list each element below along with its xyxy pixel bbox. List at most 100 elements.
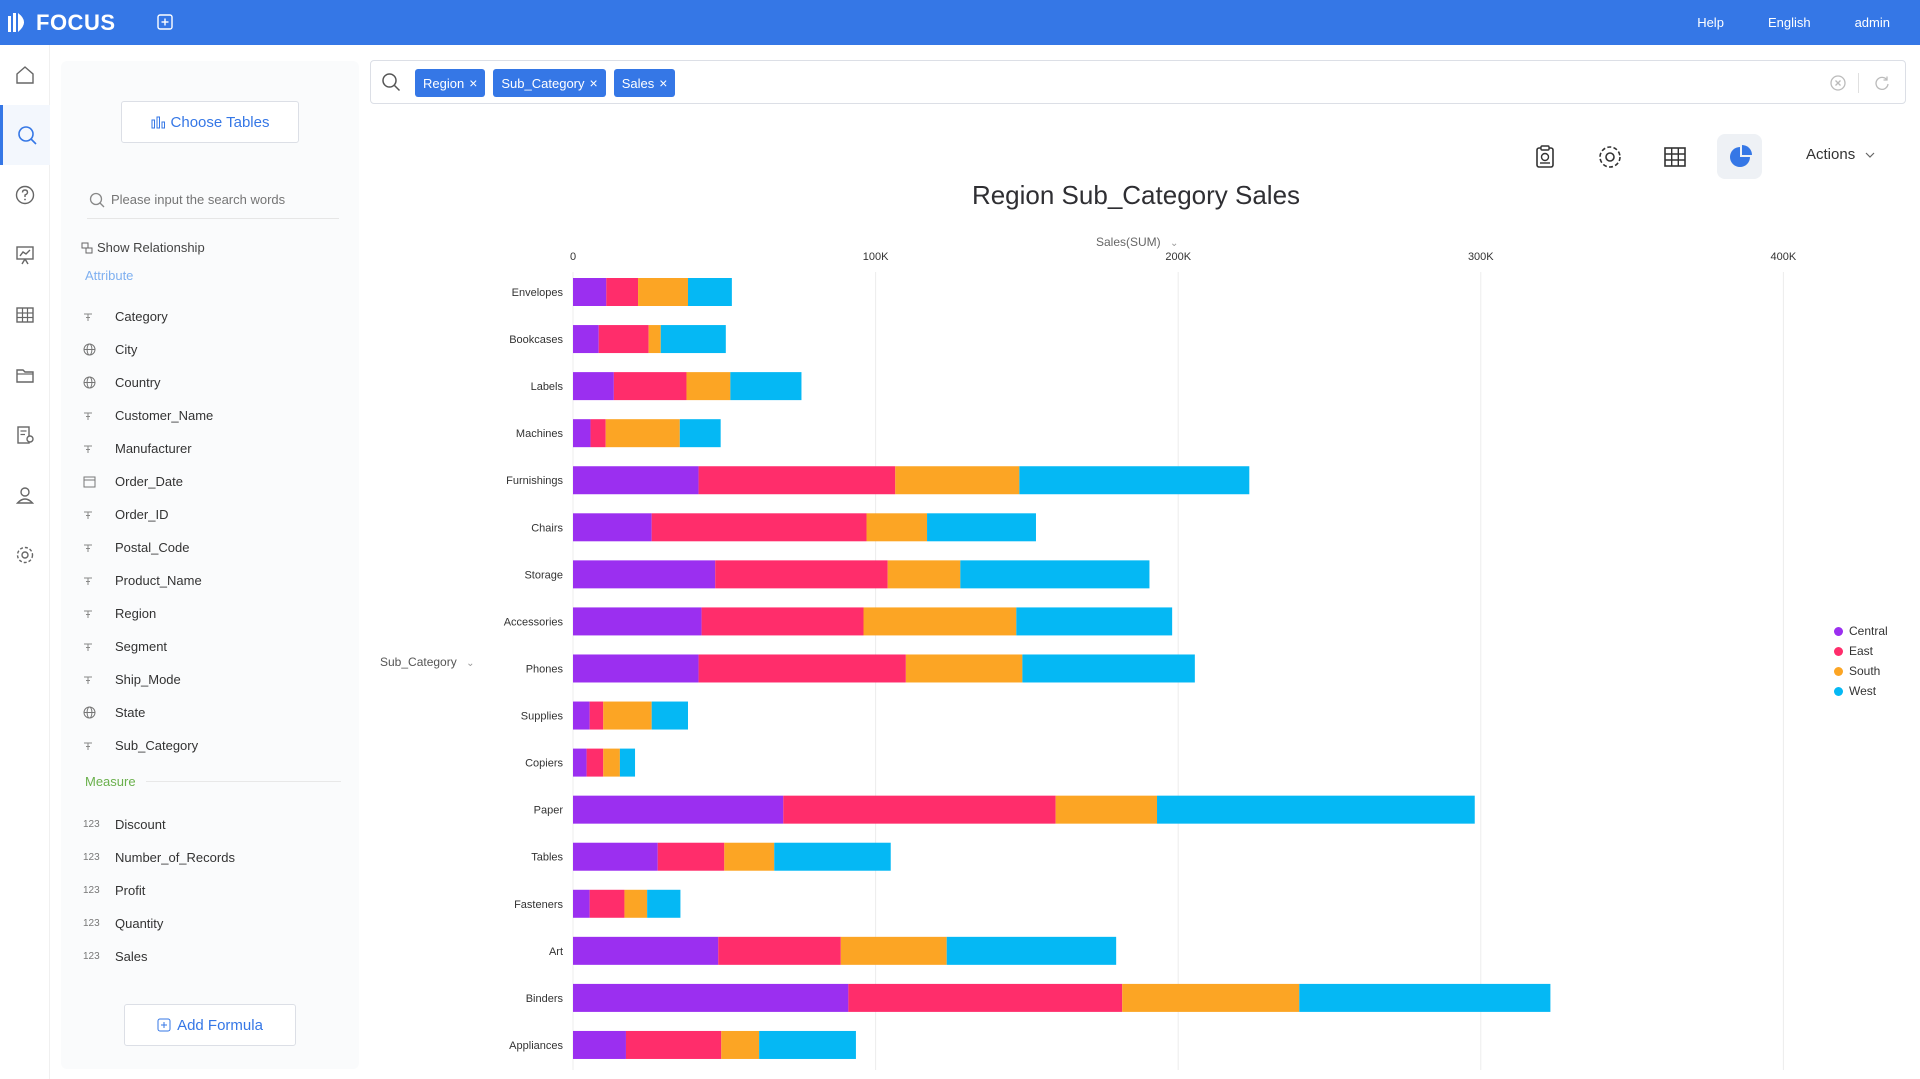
bar-segment-west[interactable]	[1019, 466, 1250, 495]
bar-segment-west[interactable]	[1157, 795, 1475, 824]
bar-segment-south[interactable]	[721, 1030, 760, 1059]
bar-segment-east[interactable]	[657, 842, 725, 871]
bar-segment-south[interactable]	[887, 560, 961, 589]
bar-segment-south[interactable]	[648, 325, 661, 354]
attribute-field[interactable]: Order_Date	[81, 465, 351, 498]
bar-segment-south[interactable]	[840, 936, 947, 965]
attribute-field[interactable]: Order_ID	[81, 498, 351, 531]
bar-segment-west[interactable]	[1022, 654, 1195, 683]
bar-segment-south[interactable]	[603, 748, 620, 777]
bar-segment-south[interactable]	[638, 278, 688, 306]
bar-segment-central[interactable]	[573, 701, 590, 730]
nav-data-settings[interactable]	[0, 405, 50, 465]
close-icon[interactable]: ×	[589, 75, 598, 91]
bar-segment-east[interactable]	[698, 466, 896, 495]
bar-segment-central[interactable]	[573, 936, 719, 965]
bar-segment-east[interactable]	[848, 983, 1123, 1012]
nav-users[interactable]	[0, 465, 50, 525]
attribute-field[interactable]: Manufacturer	[81, 432, 351, 465]
bar-segment-central[interactable]	[573, 1030, 626, 1059]
query-token[interactable]: Sales ×	[613, 69, 676, 97]
bar-segment-west[interactable]	[647, 889, 681, 918]
bar-segment-west[interactable]	[730, 372, 802, 401]
bar-segment-east[interactable]	[589, 701, 604, 730]
add-formula-button[interactable]: Add Formula	[124, 1004, 296, 1046]
bar-segment-central[interactable]	[573, 889, 590, 918]
query-token[interactable]: Sub_Category ×	[493, 69, 606, 97]
bar-segment-west[interactable]	[759, 1030, 856, 1059]
bar-segment-east[interactable]	[698, 654, 906, 683]
bar-segment-east[interactable]	[783, 795, 1056, 824]
bar-segment-south[interactable]	[895, 466, 1020, 495]
bar-segment-south[interactable]	[1055, 795, 1158, 824]
bar-segment-west[interactable]	[619, 748, 636, 777]
measure-field[interactable]: 123 Number_of_Records	[81, 841, 351, 874]
bar-segment-south[interactable]	[863, 607, 1017, 636]
chart-type-button[interactable]	[1717, 134, 1762, 179]
chart-settings-button[interactable]	[1587, 134, 1632, 179]
actions-menu[interactable]: Actions	[1806, 146, 1875, 163]
bar-segment-east[interactable]	[589, 889, 625, 918]
bar-segment-south[interactable]	[905, 654, 1023, 683]
bar-segment-central[interactable]	[573, 983, 849, 1012]
attribute-field[interactable]: Ship_Mode	[81, 663, 351, 696]
attribute-field[interactable]: Segment	[81, 630, 351, 663]
bar-segment-central[interactable]	[573, 607, 702, 636]
attribute-field[interactable]: State	[81, 696, 351, 729]
bar-segment-central[interactable]	[573, 513, 652, 542]
attribute-field[interactable]: Country	[81, 366, 351, 399]
attribute-field[interactable]: Product_Name	[81, 564, 351, 597]
refresh-icon[interactable]	[1873, 74, 1891, 92]
clear-circle-icon[interactable]	[1829, 74, 1847, 92]
nav-dashboard[interactable]	[0, 225, 50, 285]
bar-segment-central[interactable]	[573, 466, 699, 495]
bar-segment-central[interactable]	[573, 748, 587, 777]
nav-files[interactable]	[0, 345, 50, 405]
nav-tables[interactable]	[0, 285, 50, 345]
user-menu[interactable]: admin	[1854, 15, 1890, 30]
query-search-bar[interactable]: Region × Sub_Category × Sales ×	[370, 60, 1906, 104]
x-axis-measure-selector[interactable]: Sales(SUM) ⌄	[1096, 235, 1178, 249]
bar-segment-east[interactable]	[625, 1030, 722, 1059]
bar-segment-central[interactable]	[573, 278, 607, 306]
measure-field[interactable]: 123 Quantity	[81, 907, 351, 940]
close-icon[interactable]: ×	[469, 75, 478, 91]
attribute-field[interactable]: Region	[81, 597, 351, 630]
bar-segment-west[interactable]	[679, 419, 721, 448]
attribute-field[interactable]: Sub_Category	[81, 729, 351, 762]
bar-segment-south[interactable]	[624, 889, 648, 918]
bar-segment-west[interactable]	[687, 278, 732, 306]
legend-item[interactable]: South	[1834, 661, 1888, 681]
bar-segment-south[interactable]	[603, 701, 652, 730]
bar-segment-central[interactable]	[573, 795, 784, 824]
show-relationship-link[interactable]: Show Relationship	[81, 240, 205, 255]
legend-item[interactable]: East	[1834, 641, 1888, 661]
help-link[interactable]: Help	[1697, 15, 1724, 30]
bar-segment-central[interactable]	[573, 372, 614, 401]
bar-segment-west[interactable]	[774, 842, 891, 871]
bar-segment-east[interactable]	[718, 936, 841, 965]
query-token[interactable]: Region ×	[415, 69, 486, 97]
y-axis-dimension-selector[interactable]: Sub_Category ⌄	[380, 655, 474, 669]
bar-segment-south[interactable]	[1122, 983, 1300, 1012]
focus-logo[interactable]: FOCUS	[6, 8, 116, 38]
legend-item[interactable]: Central	[1834, 621, 1888, 641]
bar-segment-east[interactable]	[715, 560, 888, 589]
legend-item[interactable]: West	[1834, 681, 1888, 701]
bar-segment-east[interactable]	[606, 278, 639, 306]
bar-segment-central[interactable]	[573, 325, 599, 354]
attribute-field[interactable]: Postal_Code	[81, 531, 351, 564]
bar-segment-central[interactable]	[573, 560, 716, 589]
bar-segment-south[interactable]	[686, 372, 731, 401]
nav-home[interactable]	[0, 45, 50, 105]
bar-segment-west[interactable]	[960, 560, 1150, 589]
save-snapshot-button[interactable]	[1522, 134, 1567, 179]
close-icon[interactable]: ×	[659, 75, 668, 91]
bar-segment-west[interactable]	[946, 936, 1117, 965]
bar-segment-central[interactable]	[573, 419, 591, 448]
measure-field[interactable]: 123 Discount	[81, 808, 351, 841]
bar-segment-east[interactable]	[701, 607, 864, 636]
bar-segment-south[interactable]	[605, 419, 680, 448]
bar-segment-east[interactable]	[598, 325, 649, 354]
bar-segment-east[interactable]	[613, 372, 687, 401]
